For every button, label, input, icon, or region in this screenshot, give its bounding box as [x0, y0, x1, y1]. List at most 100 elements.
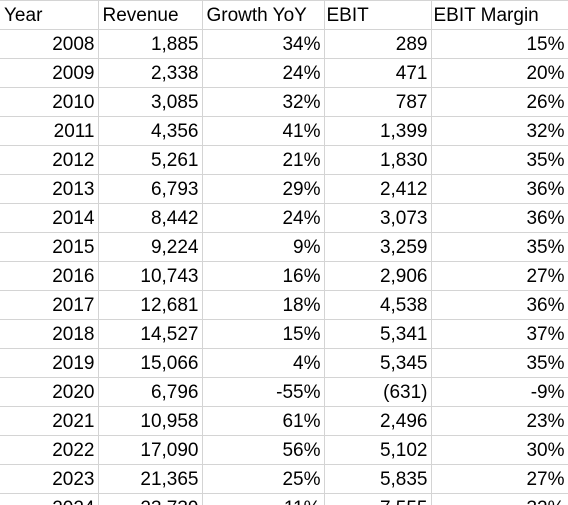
- ebit-margin-cell[interactable]: 15%: [431, 29, 568, 59]
- growth-yoy-cell[interactable]: 15%: [202, 319, 325, 349]
- header-row: Year Revenue Growth YoY EBIT EBIT Margin: [0, 0, 568, 30]
- table-row: 2008 1,885 34% 289 15%: [0, 29, 568, 59]
- growth-yoy-cell[interactable]: 29%: [202, 174, 325, 204]
- revenue-cell[interactable]: 3,085: [98, 87, 203, 117]
- ebit-margin-cell[interactable]: 26%: [431, 87, 568, 117]
- ebit-cell[interactable]: 5,345: [324, 348, 432, 378]
- ebit-cell[interactable]: 2,412: [324, 174, 432, 204]
- growth-yoy-cell[interactable]: 18%: [202, 290, 325, 320]
- growth-yoy-cell[interactable]: 9%: [202, 232, 325, 262]
- revenue-cell[interactable]: 9,224: [98, 232, 203, 262]
- year-cell[interactable]: 2017: [0, 290, 99, 320]
- revenue-cell[interactable]: 8,442: [98, 203, 203, 233]
- revenue-cell[interactable]: 12,681: [98, 290, 203, 320]
- year-cell[interactable]: 2020: [0, 377, 99, 407]
- year-cell[interactable]: 2021: [0, 406, 99, 436]
- revenue-cell[interactable]: 10,743: [98, 261, 203, 291]
- ebit-cell[interactable]: (631): [324, 377, 432, 407]
- ebit-cell[interactable]: 289: [324, 29, 432, 59]
- ebit-margin-cell[interactable]: 37%: [431, 319, 568, 349]
- year-cell[interactable]: 2011: [0, 116, 99, 146]
- revenue-cell[interactable]: 1,885: [98, 29, 203, 59]
- ebit-cell[interactable]: 5,341: [324, 319, 432, 349]
- table-row: 2014 8,442 24% 3,073 36%: [0, 203, 568, 233]
- revenue-cell[interactable]: 10,958: [98, 406, 203, 436]
- ebit-cell[interactable]: 471: [324, 58, 432, 88]
- growth-yoy-cell[interactable]: 16%: [202, 261, 325, 291]
- growth-yoy-cell[interactable]: 4%: [202, 348, 325, 378]
- ebit-cell[interactable]: 2,496: [324, 406, 432, 436]
- ebit-margin-cell[interactable]: 36%: [431, 174, 568, 204]
- year-cell[interactable]: 2022: [0, 435, 99, 465]
- growth-yoy-cell[interactable]: 34%: [202, 29, 325, 59]
- ebit-margin-cell[interactable]: 30%: [431, 435, 568, 465]
- ebit-margin-cell[interactable]: -9%: [431, 377, 568, 407]
- ebit-margin-cell[interactable]: 27%: [431, 464, 568, 494]
- revenue-cell[interactable]: 4,356: [98, 116, 203, 146]
- growth-yoy-cell[interactable]: 56%: [202, 435, 325, 465]
- year-cell[interactable]: 2013: [0, 174, 99, 204]
- year-cell[interactable]: 2015: [0, 232, 99, 262]
- revenue-cell[interactable]: 15,066: [98, 348, 203, 378]
- year-cell[interactable]: 2008: [0, 29, 99, 59]
- growth-yoy-cell[interactable]: 11%: [202, 493, 325, 505]
- ebit-margin-cell[interactable]: 32%: [431, 116, 568, 146]
- growth-yoy-cell[interactable]: 24%: [202, 203, 325, 233]
- year-cell[interactable]: 2012: [0, 145, 99, 175]
- ebit-cell[interactable]: 3,073: [324, 203, 432, 233]
- ebit-cell[interactable]: 5,102: [324, 435, 432, 465]
- growth-yoy-cell[interactable]: 61%: [202, 406, 325, 436]
- ebit-cell[interactable]: 4,538: [324, 290, 432, 320]
- growth-yoy-cell[interactable]: 41%: [202, 116, 325, 146]
- year-cell[interactable]: 2019: [0, 348, 99, 378]
- growth-yoy-cell[interactable]: 32%: [202, 87, 325, 117]
- ebit-margin-cell[interactable]: 27%: [431, 261, 568, 291]
- ebit-cell[interactable]: 3,259: [324, 232, 432, 262]
- revenue-cell[interactable]: 21,365: [98, 464, 203, 494]
- growth-yoy-cell[interactable]: 21%: [202, 145, 325, 175]
- table-row: 2017 12,681 18% 4,538 36%: [0, 290, 568, 320]
- ebit-margin-cell[interactable]: 35%: [431, 145, 568, 175]
- revenue-cell[interactable]: 6,793: [98, 174, 203, 204]
- year-cell[interactable]: 2009: [0, 58, 99, 88]
- revenue-cell[interactable]: 14,527: [98, 319, 203, 349]
- growth-yoy-cell[interactable]: 25%: [202, 464, 325, 494]
- header-revenue[interactable]: Revenue: [98, 0, 203, 30]
- growth-yoy-cell[interactable]: -55%: [202, 377, 325, 407]
- ebit-cell[interactable]: 1,399: [324, 116, 432, 146]
- year-cell[interactable]: 2018: [0, 319, 99, 349]
- revenue-cell[interactable]: 17,090: [98, 435, 203, 465]
- growth-yoy-cell[interactable]: 24%: [202, 58, 325, 88]
- ebit-margin-cell[interactable]: 36%: [431, 290, 568, 320]
- table-row: 2015 9,224 9% 3,259 35%: [0, 232, 568, 262]
- year-cell[interactable]: 2024: [0, 493, 99, 505]
- year-cell[interactable]: 2023: [0, 464, 99, 494]
- year-cell[interactable]: 2014: [0, 203, 99, 233]
- ebit-margin-cell[interactable]: 35%: [431, 232, 568, 262]
- revenue-cell[interactable]: 23,739: [98, 493, 203, 505]
- ebit-margin-cell[interactable]: 20%: [431, 58, 568, 88]
- ebit-margin-cell[interactable]: 35%: [431, 348, 568, 378]
- ebit-cell[interactable]: 5,835: [324, 464, 432, 494]
- ebit-cell[interactable]: 787: [324, 87, 432, 117]
- header-ebit[interactable]: EBIT: [324, 0, 432, 30]
- revenue-cell[interactable]: 5,261: [98, 145, 203, 175]
- table-row: 2023 21,365 25% 5,835 27%: [0, 464, 568, 494]
- ebit-cell[interactable]: 7,555: [324, 493, 432, 505]
- ebit-margin-cell[interactable]: 36%: [431, 203, 568, 233]
- ebit-margin-cell[interactable]: 32%: [431, 493, 568, 505]
- table-row: 2022 17,090 56% 5,102 30%: [0, 435, 568, 465]
- revenue-cell[interactable]: 6,796: [98, 377, 203, 407]
- year-cell[interactable]: 2010: [0, 87, 99, 117]
- ebit-margin-cell[interactable]: 23%: [431, 406, 568, 436]
- header-ebit-margin[interactable]: EBIT Margin: [431, 0, 568, 30]
- ebit-cell[interactable]: 2,906: [324, 261, 432, 291]
- revenue-cell[interactable]: 2,338: [98, 58, 203, 88]
- header-growth-yoy[interactable]: Growth YoY: [202, 0, 325, 30]
- header-year[interactable]: Year: [0, 0, 99, 30]
- table-row: 2019 15,066 4% 5,345 35%: [0, 348, 568, 378]
- ebit-cell[interactable]: 1,830: [324, 145, 432, 175]
- year-cell[interactable]: 2016: [0, 261, 99, 291]
